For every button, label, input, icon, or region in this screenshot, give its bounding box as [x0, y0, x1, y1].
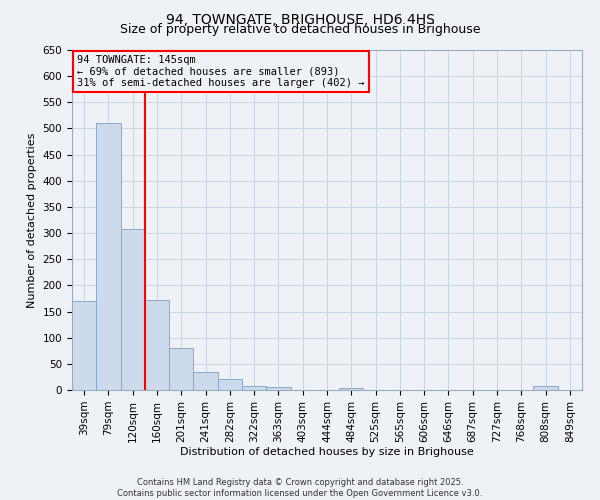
Bar	[533, 386, 558, 390]
X-axis label: Distribution of detached houses by size in Brighouse: Distribution of detached houses by size …	[180, 448, 474, 458]
Bar	[218, 379, 242, 390]
Bar	[96, 123, 121, 390]
Y-axis label: Number of detached properties: Number of detached properties	[27, 132, 37, 308]
Bar	[169, 348, 193, 390]
Bar	[242, 386, 266, 390]
Text: 94 TOWNGATE: 145sqm
← 69% of detached houses are smaller (893)
31% of semi-detac: 94 TOWNGATE: 145sqm ← 69% of detached ho…	[77, 55, 365, 88]
Text: Contains HM Land Registry data © Crown copyright and database right 2025.
Contai: Contains HM Land Registry data © Crown c…	[118, 478, 482, 498]
Bar	[145, 300, 169, 390]
Bar	[72, 301, 96, 390]
Text: Size of property relative to detached houses in Brighouse: Size of property relative to detached ho…	[120, 22, 480, 36]
Bar	[266, 388, 290, 390]
Text: 94, TOWNGATE, BRIGHOUSE, HD6 4HS: 94, TOWNGATE, BRIGHOUSE, HD6 4HS	[166, 12, 434, 26]
Bar	[121, 229, 145, 390]
Bar	[339, 388, 364, 390]
Bar	[193, 372, 218, 390]
